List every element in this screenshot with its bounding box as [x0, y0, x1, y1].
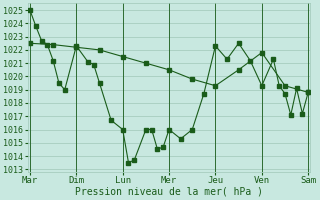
- X-axis label: Pression niveau de la mer( hPa ): Pression niveau de la mer( hPa ): [75, 187, 263, 197]
